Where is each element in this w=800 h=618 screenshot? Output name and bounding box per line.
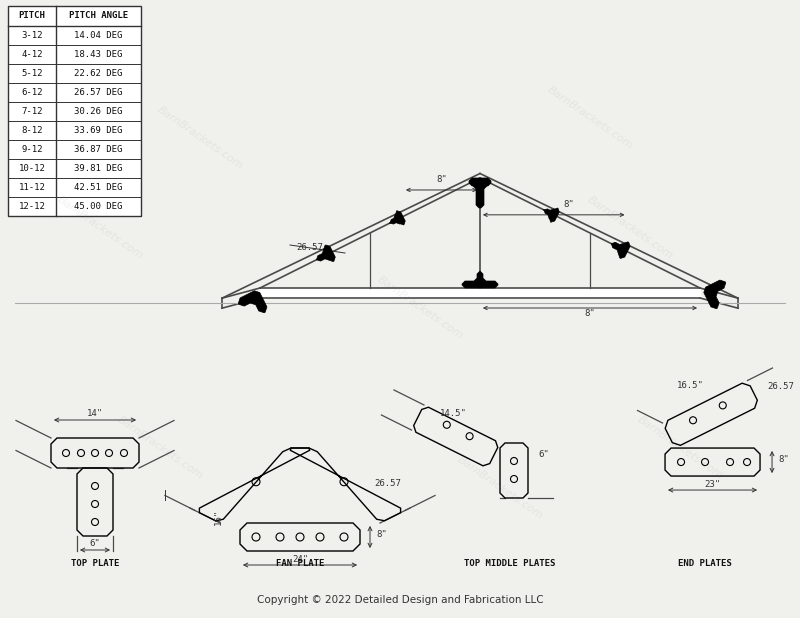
Text: TOP PLATE: TOP PLATE <box>71 559 119 567</box>
Text: 3-12: 3-12 <box>22 31 42 40</box>
Text: 5-12: 5-12 <box>22 69 42 78</box>
Polygon shape <box>704 280 726 308</box>
Text: TOP MIDDLE PLATES: TOP MIDDLE PLATES <box>464 559 556 567</box>
Text: 26.57: 26.57 <box>374 478 401 488</box>
Text: PITCH ANGLE: PITCH ANGLE <box>69 12 128 20</box>
Text: 8-12: 8-12 <box>22 126 42 135</box>
Text: PITCH: PITCH <box>18 12 46 20</box>
Text: 6": 6" <box>538 450 549 459</box>
Text: 42.51 DEG: 42.51 DEG <box>74 183 122 192</box>
Text: 9-12: 9-12 <box>22 145 42 154</box>
Text: 24": 24" <box>292 554 308 564</box>
Text: 11-12: 11-12 <box>18 183 46 192</box>
Text: 14.04 DEG: 14.04 DEG <box>74 31 122 40</box>
Text: 7-12: 7-12 <box>22 107 42 116</box>
Text: Copyright © 2022 Detailed Design and Fabrication LLC: Copyright © 2022 Detailed Design and Fab… <box>257 595 543 605</box>
Text: 8": 8" <box>585 309 595 318</box>
Text: 8": 8" <box>377 530 387 539</box>
Polygon shape <box>543 208 559 222</box>
Text: BarnBrackets.com: BarnBrackets.com <box>375 274 465 341</box>
Text: BarnBrackets.com: BarnBrackets.com <box>115 415 205 481</box>
Polygon shape <box>462 271 498 288</box>
Text: 6-12: 6-12 <box>22 88 42 97</box>
Text: 39.81 DEG: 39.81 DEG <box>74 164 122 173</box>
Text: 10-12: 10-12 <box>18 164 46 173</box>
Text: 22.62 DEG: 22.62 DEG <box>74 69 122 78</box>
Text: BarnBrackets.com: BarnBrackets.com <box>55 195 145 261</box>
Text: FAN PLATE: FAN PLATE <box>276 559 324 567</box>
Text: 26.57: 26.57 <box>767 381 794 391</box>
Text: 30.26 DEG: 30.26 DEG <box>74 107 122 116</box>
Text: 8": 8" <box>778 455 790 464</box>
Text: BarnBrackets.com: BarnBrackets.com <box>155 104 245 171</box>
Text: END PLATES: END PLATES <box>678 559 732 567</box>
Text: 36.87 DEG: 36.87 DEG <box>74 145 122 154</box>
Polygon shape <box>238 291 267 313</box>
Bar <box>8 6 141 216</box>
Polygon shape <box>317 245 335 261</box>
Text: 16": 16" <box>214 509 222 525</box>
Text: 26.57 DEG: 26.57 DEG <box>74 88 122 97</box>
Text: 26.57: 26.57 <box>297 243 323 253</box>
Text: 23": 23" <box>705 480 721 489</box>
Text: 14": 14" <box>87 410 103 418</box>
Text: BarnBrackets.com: BarnBrackets.com <box>635 415 725 481</box>
Text: 8": 8" <box>436 175 447 184</box>
Polygon shape <box>260 288 700 298</box>
Text: 45.00 DEG: 45.00 DEG <box>74 202 122 211</box>
Polygon shape <box>611 242 630 258</box>
Text: 4-12: 4-12 <box>22 50 42 59</box>
Text: 6": 6" <box>90 540 100 549</box>
Polygon shape <box>469 178 491 208</box>
Text: 16.5": 16.5" <box>677 381 703 390</box>
Polygon shape <box>390 211 406 225</box>
Text: BarnBrackets.com: BarnBrackets.com <box>455 455 545 522</box>
Text: 33.69 DEG: 33.69 DEG <box>74 126 122 135</box>
Text: BarnBrackets.com: BarnBrackets.com <box>546 85 634 151</box>
Text: 8": 8" <box>563 200 574 209</box>
Text: 18.43 DEG: 18.43 DEG <box>74 50 122 59</box>
Text: 12-12: 12-12 <box>18 202 46 211</box>
Text: BarnBrackets.com: BarnBrackets.com <box>586 195 674 261</box>
Text: 14.5": 14.5" <box>440 409 467 418</box>
